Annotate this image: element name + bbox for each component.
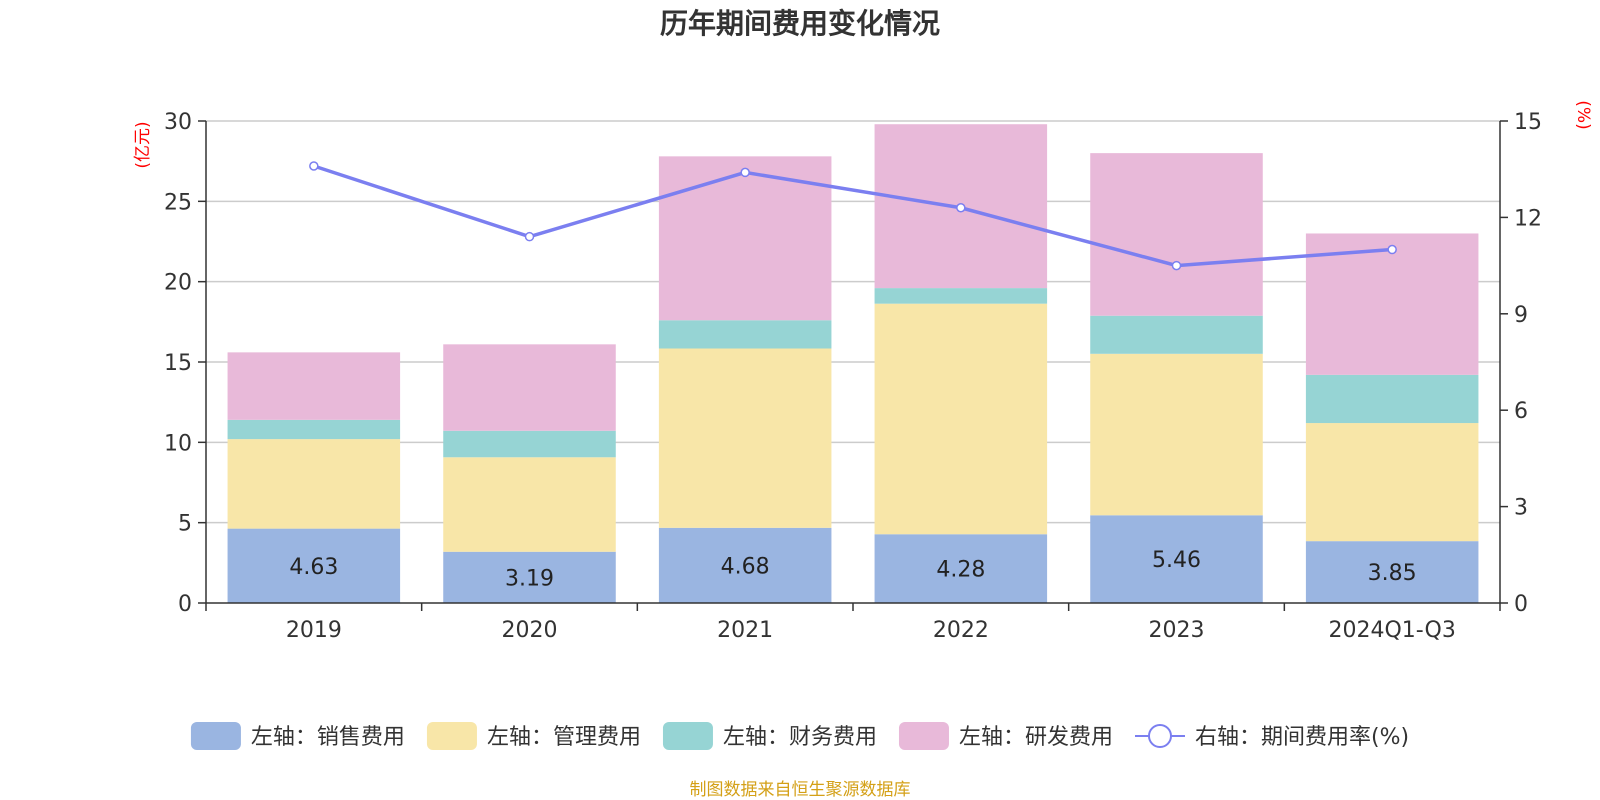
legend-label: 左轴：销售费用	[251, 725, 405, 750]
legend-label: 右轴：期间费用率(%)	[1195, 725, 1409, 750]
legend-label: 左轴：管理费用	[487, 725, 641, 750]
x-tick-label: 2024Q1-Q3	[1328, 618, 1455, 643]
bar-segment	[443, 551, 616, 603]
legend-swatch	[190, 722, 241, 750]
data-label: 4.63	[289, 555, 338, 580]
rate-point	[309, 161, 319, 171]
bar-segment	[1090, 515, 1263, 603]
legend-label: 左轴：财务费用	[723, 725, 877, 750]
bar-segment	[1305, 374, 1479, 424]
left-axis-unit: (亿元)	[133, 121, 153, 168]
rate-point	[1171, 260, 1182, 271]
right-axis-unit: (%)	[1573, 100, 1593, 129]
bar-segment	[227, 419, 401, 440]
bar-segment	[1305, 541, 1479, 603]
data-label: 4.68	[721, 554, 770, 579]
left-tick-label: 25	[164, 190, 192, 215]
bar-segment	[1090, 315, 1263, 354]
x-tick-label: 2019	[286, 618, 342, 643]
x-tick-label: 2021	[717, 618, 773, 643]
legend-label: 左轴：研发费用	[959, 725, 1113, 750]
data-label: 4.28	[936, 558, 985, 583]
rate-line-path	[313, 164, 1393, 268]
left-tick-label: 20	[164, 271, 192, 296]
chart-title: 历年期间费用变化情况	[660, 7, 940, 40]
rate-point	[1387, 244, 1397, 255]
left-tick-label: 30	[164, 110, 192, 135]
bar-segment	[227, 528, 401, 603]
bar-segment	[658, 348, 832, 528]
right-tick-label: 3	[1514, 496, 1528, 521]
bar-segment	[1090, 353, 1263, 516]
left-tick-label: 10	[164, 431, 192, 456]
bar-segment	[227, 439, 401, 529]
right-tick-label: 15	[1514, 110, 1542, 135]
data-label: 3.19	[505, 566, 554, 591]
rate-point	[524, 231, 535, 242]
data-label: 5.46	[1152, 548, 1201, 573]
left-tick-label: 5	[178, 512, 192, 537]
bar-segment	[443, 457, 616, 552]
bar-segment	[658, 320, 832, 349]
legend-swatch	[662, 722, 713, 750]
bar-segment	[1305, 233, 1479, 375]
x-tick-label: 2022	[933, 618, 989, 643]
x-tick-label: 2020	[502, 618, 558, 643]
data-label: 3.85	[1368, 561, 1417, 586]
bar-segment	[1090, 153, 1263, 316]
legend-swatch	[898, 722, 949, 750]
legend-swatch-marker	[1147, 724, 1172, 748]
bar-segment	[874, 288, 1048, 304]
bar-segment	[874, 534, 1048, 603]
right-tick-label: 9	[1514, 303, 1528, 328]
x-tick-label: 2023	[1149, 618, 1205, 643]
right-tick-label: 0	[1514, 592, 1528, 617]
bar-segment	[874, 303, 1048, 535]
legend: 左轴：销售费用 左轴：管理费用 左轴：财务费用 左轴：研发费用 右轴：期间费用率(%)	[190, 722, 1409, 750]
bar-segment	[658, 527, 832, 603]
bars: 4.63 3.19 4.68 4.28 5.46 3.85	[227, 124, 1479, 603]
left-tick-label: 0	[178, 592, 192, 617]
bar-segment	[227, 352, 401, 420]
legend-swatch	[426, 722, 477, 750]
left-tick-label: 15	[164, 351, 192, 376]
bar-segment	[443, 344, 616, 431]
rate-line	[309, 161, 1397, 271]
rate-point	[956, 203, 966, 213]
source-note: 制图数据来自恒生聚源数据库	[690, 780, 911, 800]
right-tick-label: 6	[1514, 399, 1528, 424]
bar-segment	[658, 156, 832, 321]
rate-point	[740, 167, 750, 178]
bar-segment	[1305, 423, 1479, 542]
right-tick-label: 12	[1514, 206, 1542, 231]
bar-segment	[443, 430, 616, 458]
axes: 0 5 10 15 20 25 30 0 3 6 9 12 15 2019 2020 2021 2022 2023…	[164, 110, 1542, 643]
